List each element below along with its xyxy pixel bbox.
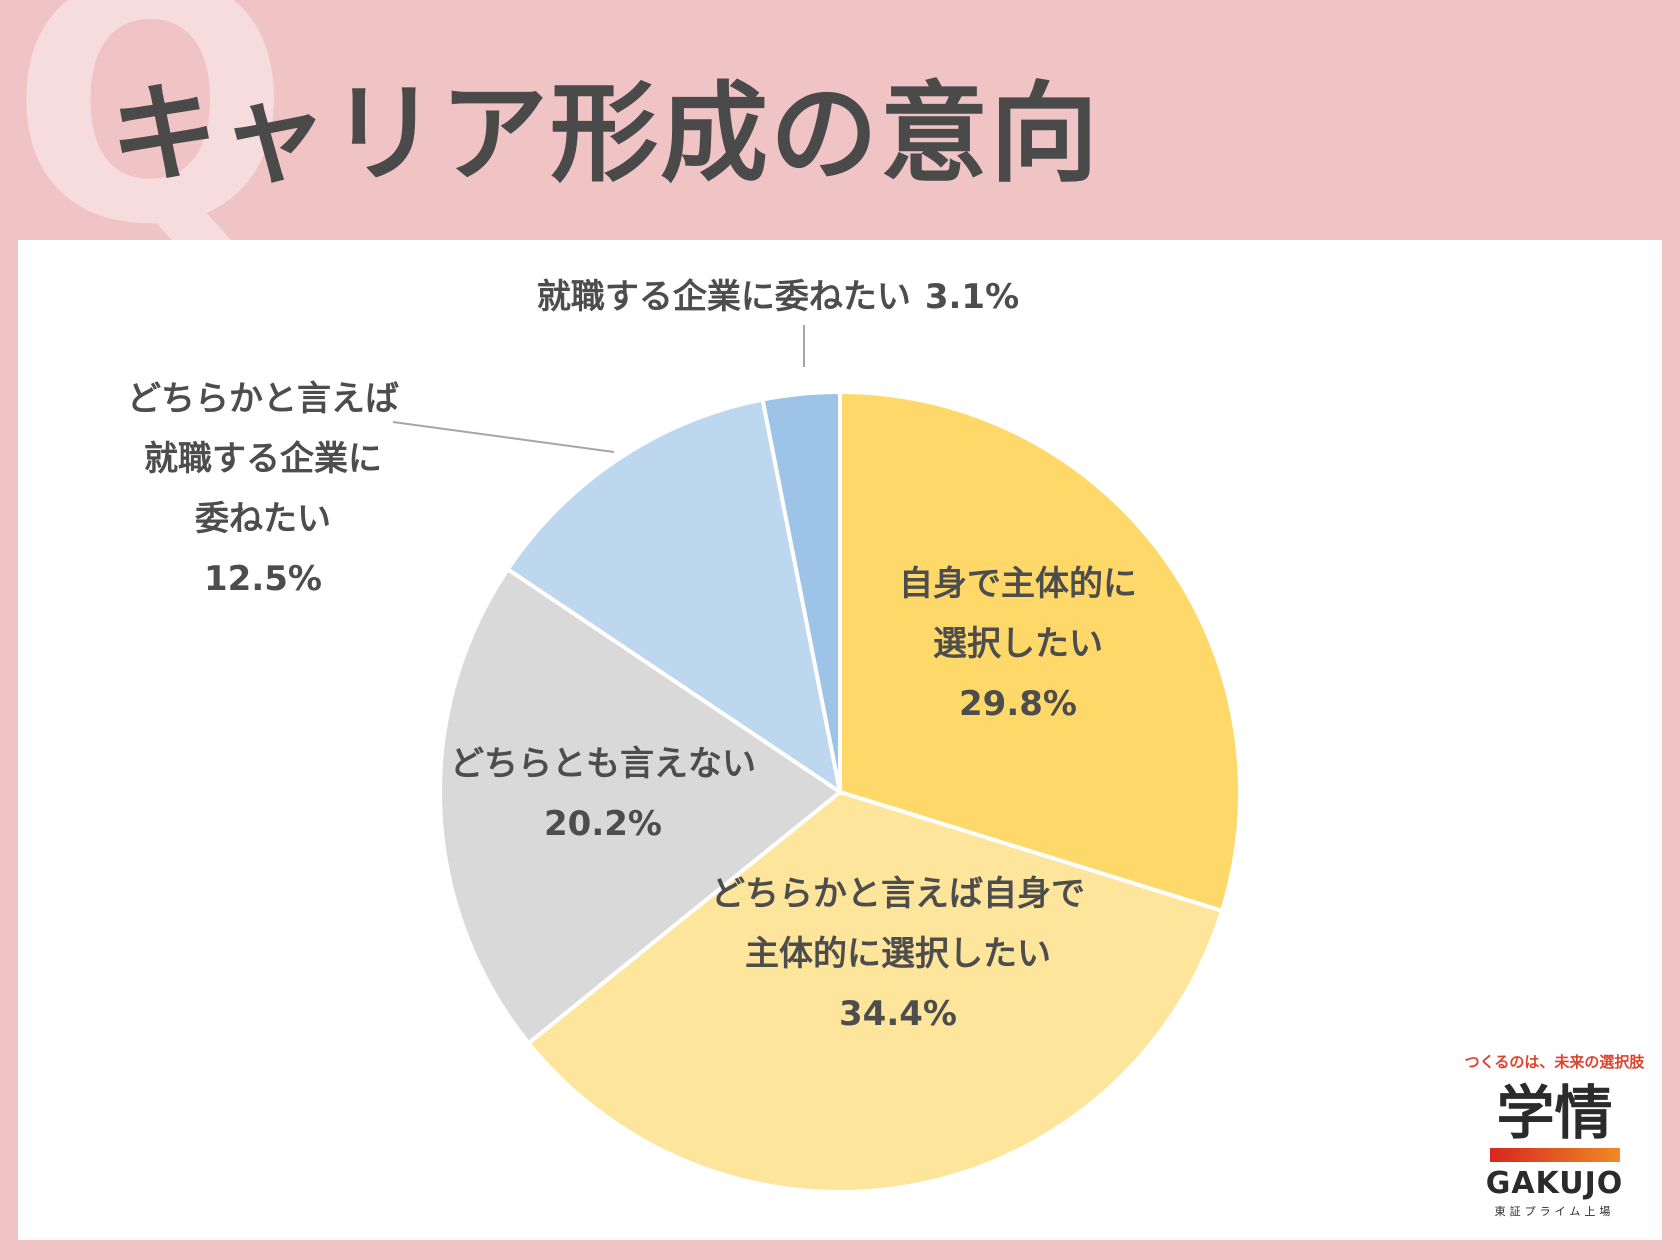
slice-label-5: 就職する企業に委ねたい 3.1% xyxy=(537,277,1019,317)
leader-line-4 xyxy=(392,421,615,453)
slice-label-2-line-1: どちらかと言えば自身で xyxy=(711,874,1085,914)
slice-label-4-line-1: どちらかと言えば xyxy=(127,379,399,419)
logo-bar xyxy=(1489,1148,1620,1162)
slice-label-3-line-1: どちらとも言えない xyxy=(450,744,756,784)
slice-label-1-line-2: 選択したい xyxy=(933,624,1103,664)
slice-label-4-line-3: 委ねたい xyxy=(195,499,331,539)
pie-slice-3 xyxy=(438,566,844,1046)
logo-kanji: 学情 xyxy=(1496,1079,1613,1147)
logo-tagline: つくるのは、未来の選択肢 xyxy=(1464,1053,1645,1071)
slice-value-3: 20.2% xyxy=(544,804,662,844)
slice-value-2: 34.4% xyxy=(839,994,957,1034)
slice-label-2-line-2: 主体的に選択したい xyxy=(745,934,1051,974)
pie-slice-4 xyxy=(504,397,843,797)
slice-value-1: 29.8% xyxy=(959,684,1077,724)
page-title: キャリア形成の意向 xyxy=(110,72,1101,197)
q-letter-decoration: Q xyxy=(10,0,291,297)
pie-slice-2 xyxy=(525,789,1225,1194)
pie-slice-5 xyxy=(760,389,842,793)
slice-value-4: 12.5% xyxy=(204,559,322,599)
logo-english: GAKUJO xyxy=(1485,1166,1624,1201)
slice-label-4-line-2: 就職する企業に xyxy=(144,439,382,479)
slice-label-1-line-1: 自身で主体的に xyxy=(899,564,1137,604)
gakujo-logo: つくるのは、未来の選択肢 学情 GAKUJO 東証プライム上場 xyxy=(1462,1051,1647,1226)
pie-slice-1 xyxy=(838,389,1242,914)
logo-subtext: 東証プライム上場 xyxy=(1494,1205,1615,1218)
chart-panel: 自身で主体的に 選択したい 29.8% どちらかと言えば自身で 主体的に選択したい 34.… xyxy=(18,240,1662,1240)
